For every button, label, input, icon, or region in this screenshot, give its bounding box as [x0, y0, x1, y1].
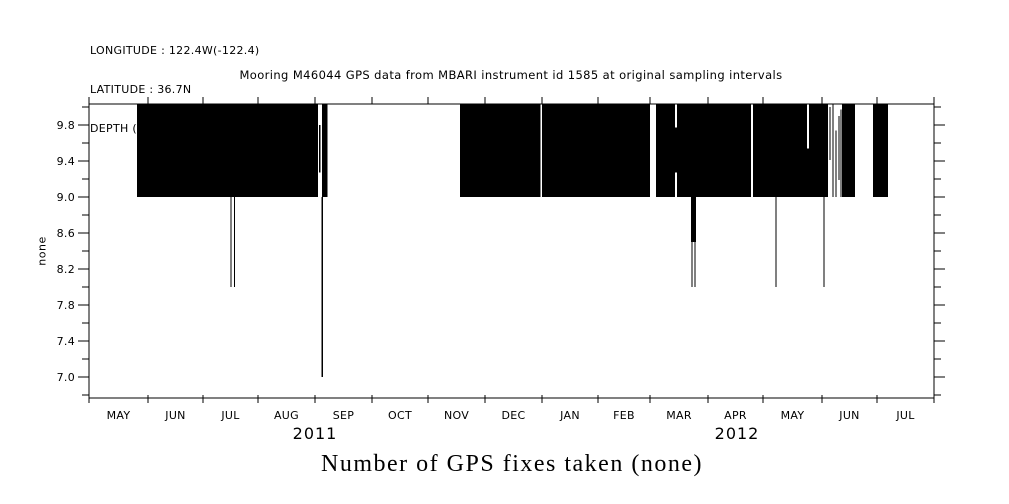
latitude-text: LATITUDE : 36.7N — [90, 83, 192, 96]
data-mark — [832, 104, 834, 197]
y-tick-label: 9.8 — [57, 119, 75, 132]
data-mark — [694, 242, 696, 287]
year-label-2011: 2011 — [292, 424, 338, 443]
longitude-text: LONGITUDE : 122.4W(-122.4) — [90, 44, 260, 57]
year-label-2012: 2012 — [714, 424, 760, 443]
data-mark — [691, 242, 693, 287]
month-label: AUG — [274, 409, 299, 422]
month-label: JUN — [838, 409, 859, 422]
data-mark — [675, 127, 677, 173]
x-axis-title: Number of GPS fixes taken (none) — [321, 451, 703, 477]
month-label: MAY — [107, 409, 131, 422]
y-tick-label: 7.4 — [57, 335, 75, 348]
chart-title: Mooring M46044 GPS data from MBARI instr… — [239, 68, 783, 82]
data-mark — [809, 104, 828, 197]
data-mark — [542, 104, 650, 197]
data-mark — [838, 116, 840, 180]
data-mark — [137, 104, 318, 197]
data-mark — [842, 104, 855, 197]
data-mark — [677, 104, 751, 197]
data-mark — [460, 104, 541, 197]
month-label: DEC — [501, 409, 525, 422]
month-label: JUN — [164, 409, 185, 422]
data-mark — [691, 197, 696, 242]
data-mark — [656, 104, 675, 197]
month-label: NOV — [444, 409, 469, 422]
data-mark — [322, 104, 328, 197]
month-label: MAR — [666, 409, 692, 422]
month-label: JAN — [559, 409, 580, 422]
data-mark — [807, 148, 809, 197]
y-tick-label: 8.2 — [57, 263, 75, 276]
data-mark — [835, 130, 837, 197]
data-mark — [873, 104, 888, 197]
month-label: MAY — [781, 409, 805, 422]
data-mark — [775, 197, 777, 287]
data-mark — [829, 107, 831, 161]
month-label: APR — [724, 409, 747, 422]
month-label: JUL — [220, 409, 240, 422]
y-tick-label: 8.6 — [57, 227, 75, 240]
data-mark — [840, 109, 842, 197]
data-mark — [233, 197, 235, 287]
month-label: OCT — [388, 409, 412, 422]
month-label: FEB — [613, 409, 635, 422]
month-label: SEP — [333, 409, 355, 422]
y-tick-label: 9.4 — [57, 155, 75, 168]
data-mark — [230, 197, 232, 287]
month-label: JUL — [895, 409, 915, 422]
y-tick-label: 7.0 — [57, 371, 75, 384]
y-tick-label: 9.0 — [57, 191, 75, 204]
data-mark — [823, 197, 825, 287]
data-mark — [321, 197, 323, 377]
y-tick-label: 7.8 — [57, 299, 75, 312]
data-mark — [753, 104, 807, 197]
data-mark — [319, 125, 321, 173]
